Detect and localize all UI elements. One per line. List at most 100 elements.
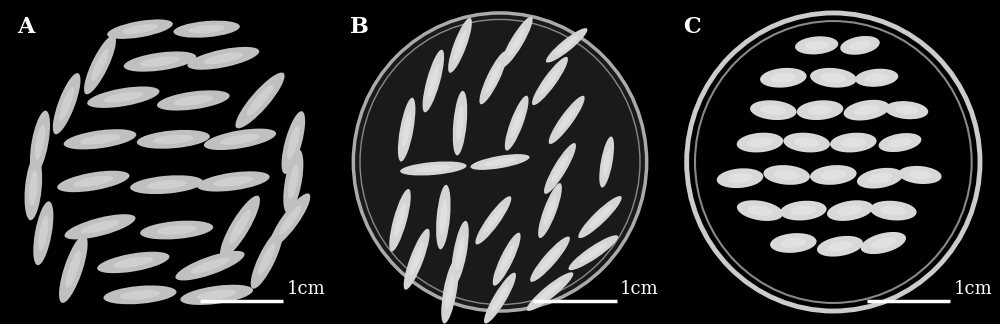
Text: A: A: [17, 16, 34, 38]
Ellipse shape: [774, 170, 799, 180]
Ellipse shape: [861, 232, 906, 254]
Ellipse shape: [555, 36, 578, 55]
Ellipse shape: [540, 68, 560, 94]
Ellipse shape: [810, 68, 857, 88]
Ellipse shape: [781, 238, 806, 248]
Ellipse shape: [505, 96, 529, 151]
Ellipse shape: [493, 233, 521, 286]
Ellipse shape: [64, 129, 136, 149]
Ellipse shape: [448, 18, 472, 73]
Ellipse shape: [400, 161, 467, 176]
Ellipse shape: [837, 205, 863, 216]
Ellipse shape: [510, 108, 523, 138]
Ellipse shape: [717, 168, 763, 188]
Ellipse shape: [66, 250, 81, 288]
Ellipse shape: [821, 73, 846, 83]
Ellipse shape: [537, 281, 563, 302]
Ellipse shape: [38, 216, 49, 251]
Ellipse shape: [80, 220, 120, 234]
Ellipse shape: [287, 125, 300, 160]
Ellipse shape: [204, 52, 243, 64]
Ellipse shape: [530, 237, 570, 282]
Ellipse shape: [783, 133, 830, 153]
Ellipse shape: [124, 52, 196, 72]
Ellipse shape: [454, 30, 466, 61]
Ellipse shape: [794, 138, 819, 147]
Ellipse shape: [33, 201, 53, 265]
Ellipse shape: [750, 100, 797, 120]
Ellipse shape: [455, 235, 465, 270]
Ellipse shape: [527, 272, 573, 311]
Ellipse shape: [475, 196, 511, 245]
Text: C: C: [683, 16, 701, 38]
Ellipse shape: [867, 173, 893, 183]
Ellipse shape: [73, 176, 113, 187]
Ellipse shape: [103, 92, 143, 103]
Ellipse shape: [580, 243, 607, 262]
Ellipse shape: [84, 35, 116, 94]
Ellipse shape: [173, 95, 213, 106]
Ellipse shape: [180, 285, 253, 305]
Ellipse shape: [398, 98, 415, 162]
Ellipse shape: [247, 85, 273, 116]
Ellipse shape: [544, 143, 576, 194]
Ellipse shape: [282, 111, 305, 174]
Ellipse shape: [59, 235, 88, 303]
Ellipse shape: [830, 133, 877, 153]
Ellipse shape: [865, 73, 889, 82]
Ellipse shape: [353, 13, 647, 311]
Text: 1cm: 1cm: [953, 280, 992, 298]
Ellipse shape: [451, 221, 469, 285]
Ellipse shape: [53, 73, 80, 134]
Ellipse shape: [840, 36, 880, 55]
Ellipse shape: [879, 133, 921, 152]
Ellipse shape: [122, 24, 158, 34]
Ellipse shape: [187, 47, 259, 70]
Ellipse shape: [394, 203, 406, 237]
Ellipse shape: [797, 100, 843, 120]
Ellipse shape: [844, 100, 890, 121]
Ellipse shape: [486, 63, 501, 92]
Ellipse shape: [599, 136, 614, 188]
Ellipse shape: [770, 233, 817, 253]
Ellipse shape: [817, 236, 863, 257]
Ellipse shape: [428, 64, 439, 98]
Ellipse shape: [763, 165, 810, 185]
Ellipse shape: [97, 252, 169, 273]
Ellipse shape: [120, 290, 160, 300]
Ellipse shape: [423, 50, 444, 112]
Ellipse shape: [857, 168, 903, 189]
Ellipse shape: [436, 185, 451, 249]
Ellipse shape: [25, 156, 42, 220]
Ellipse shape: [855, 69, 898, 87]
Ellipse shape: [885, 101, 928, 119]
Ellipse shape: [898, 166, 942, 184]
Ellipse shape: [484, 207, 503, 234]
Ellipse shape: [499, 245, 514, 274]
Ellipse shape: [603, 148, 611, 176]
Ellipse shape: [147, 180, 187, 190]
Ellipse shape: [157, 90, 230, 110]
Ellipse shape: [65, 214, 135, 239]
Ellipse shape: [204, 129, 276, 150]
Ellipse shape: [213, 176, 253, 187]
Ellipse shape: [175, 251, 245, 281]
Ellipse shape: [578, 196, 622, 238]
Ellipse shape: [549, 96, 585, 144]
Ellipse shape: [538, 183, 562, 238]
Ellipse shape: [470, 154, 530, 170]
Ellipse shape: [821, 170, 846, 180]
Ellipse shape: [508, 28, 525, 56]
Ellipse shape: [532, 57, 568, 105]
Text: 1cm: 1cm: [620, 280, 659, 298]
Ellipse shape: [140, 221, 213, 239]
Ellipse shape: [747, 205, 773, 216]
Ellipse shape: [727, 173, 753, 183]
Ellipse shape: [137, 130, 210, 149]
Ellipse shape: [59, 87, 74, 121]
Text: 1cm: 1cm: [287, 280, 325, 298]
Ellipse shape: [780, 201, 827, 221]
Ellipse shape: [760, 68, 807, 88]
Ellipse shape: [30, 110, 50, 175]
Ellipse shape: [57, 171, 129, 192]
